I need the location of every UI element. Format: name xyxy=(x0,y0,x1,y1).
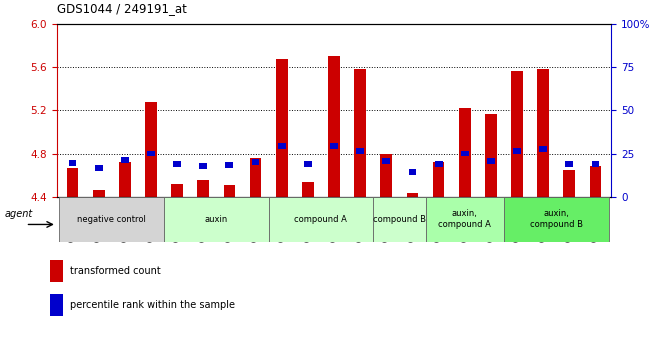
Bar xyxy=(380,154,392,197)
Bar xyxy=(511,70,523,197)
Bar xyxy=(354,69,366,197)
Bar xyxy=(224,185,235,197)
Bar xyxy=(59,197,164,241)
Bar xyxy=(304,161,312,167)
Text: percentile rank within the sample: percentile rank within the sample xyxy=(70,300,235,310)
Bar xyxy=(485,114,497,197)
Bar xyxy=(252,159,259,165)
Text: auxin: auxin xyxy=(204,215,228,224)
Text: transformed count: transformed count xyxy=(70,266,161,276)
Bar xyxy=(269,197,373,241)
Bar xyxy=(276,59,288,197)
Bar xyxy=(147,150,155,157)
Bar xyxy=(564,170,575,197)
Text: compound A: compound A xyxy=(295,215,347,224)
Bar xyxy=(145,102,157,197)
Bar xyxy=(173,161,181,167)
Bar xyxy=(487,158,495,164)
Bar xyxy=(433,162,444,197)
Text: GDS1044 / 249191_at: GDS1044 / 249191_at xyxy=(57,2,186,16)
Bar xyxy=(121,157,129,163)
Text: negative control: negative control xyxy=(77,215,146,224)
Text: auxin,
compound A: auxin, compound A xyxy=(438,209,491,229)
Bar xyxy=(461,150,469,157)
Bar xyxy=(356,148,364,154)
Bar xyxy=(278,143,286,149)
Bar xyxy=(537,69,549,197)
Bar xyxy=(426,197,504,241)
Bar xyxy=(592,161,599,167)
Bar xyxy=(513,148,521,154)
Bar xyxy=(164,197,269,241)
Bar xyxy=(459,108,471,197)
Bar xyxy=(565,161,573,167)
Bar xyxy=(50,259,63,282)
Text: compound B: compound B xyxy=(373,215,426,224)
Bar xyxy=(119,162,131,197)
Bar xyxy=(199,164,207,169)
Text: agent: agent xyxy=(5,209,33,219)
Bar xyxy=(197,180,209,197)
Bar xyxy=(328,57,340,197)
Bar xyxy=(250,158,261,197)
Bar xyxy=(226,162,233,168)
Bar xyxy=(504,197,609,241)
Bar xyxy=(50,294,63,316)
Bar xyxy=(409,169,416,175)
Bar xyxy=(435,161,442,167)
Bar xyxy=(382,158,390,164)
Bar xyxy=(95,165,103,170)
Bar xyxy=(171,184,183,197)
Text: auxin,
compound B: auxin, compound B xyxy=(530,209,582,229)
Bar xyxy=(373,197,426,241)
Bar xyxy=(67,168,78,197)
Bar xyxy=(590,167,601,197)
Bar xyxy=(407,194,418,197)
Bar xyxy=(69,160,76,166)
Bar xyxy=(330,143,338,149)
Bar xyxy=(93,190,104,197)
Bar xyxy=(302,181,314,197)
Bar xyxy=(539,146,547,152)
